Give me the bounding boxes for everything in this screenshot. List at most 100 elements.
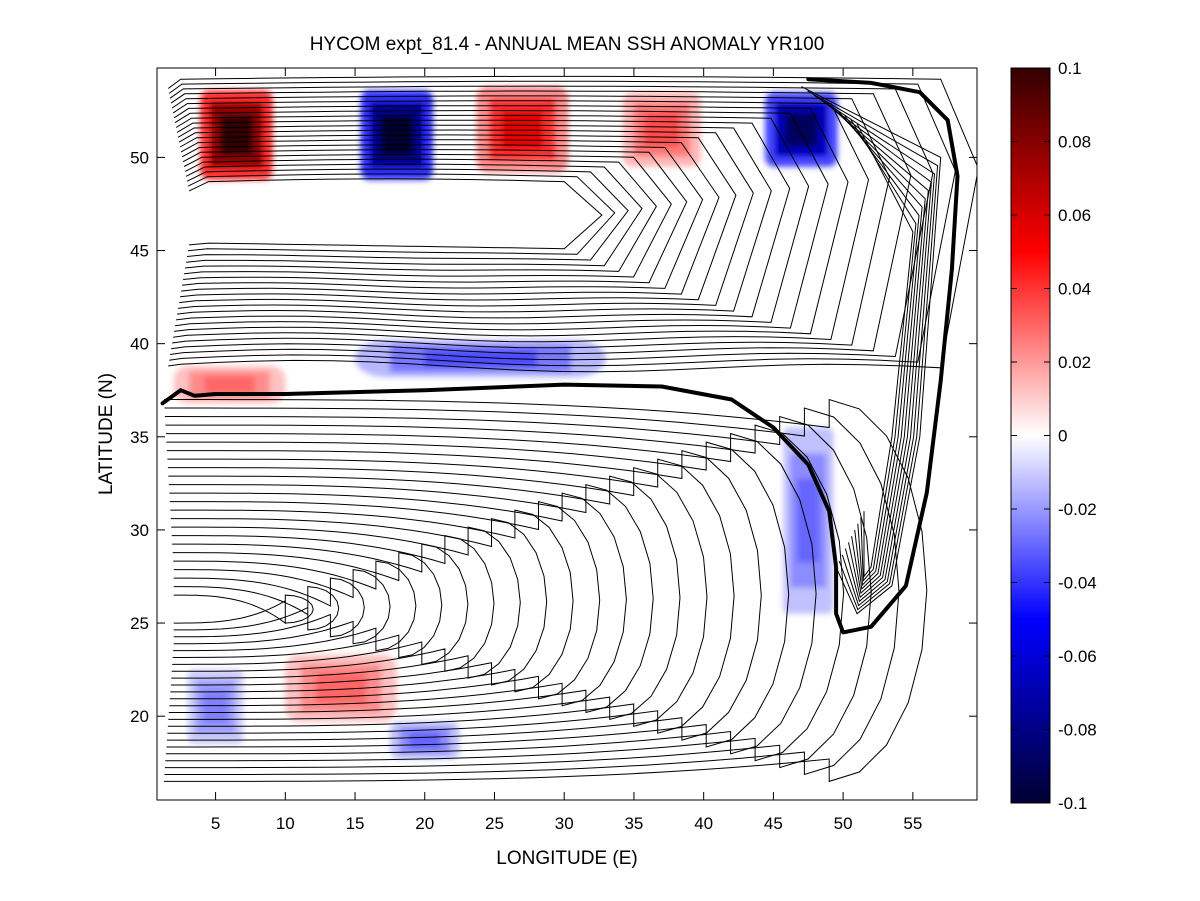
x-tick-label: 55	[903, 814, 922, 833]
contour-subtropical-2	[164, 415, 872, 769]
y-tick-label: 35	[130, 428, 149, 447]
y-tick-label: 25	[130, 614, 149, 633]
x-tick-label: 5	[211, 814, 220, 833]
anomaly-patch-3	[622, 92, 701, 167]
contour-subtropical-7	[167, 458, 735, 734]
contour-subpolar-12	[179, 134, 737, 301]
contour-subtropical-22	[173, 586, 340, 631]
colorbar-tick-label: 0.04	[1058, 280, 1091, 299]
contour-subtropical-15	[171, 526, 521, 679]
contour-subtropical-14	[170, 517, 548, 686]
x-axis: 5 10 15 20 25 30 35 40 45 50 55	[211, 68, 922, 833]
colorbar-tick-label: -0.08	[1058, 721, 1097, 740]
contour-subtropical-8	[167, 466, 708, 727]
contour-eastern-3	[819, 98, 932, 603]
contour-subtropical-23	[173, 594, 314, 625]
contour-eastern-2	[813, 94, 936, 607]
contour-subtropical-12	[169, 500, 601, 700]
contour-subtropical-21	[173, 577, 365, 638]
contour-subtropical-11	[169, 492, 627, 707]
contour-subpolar-20	[187, 173, 616, 255]
colorbar-tick-label: -0.06	[1058, 647, 1097, 666]
ssh-contour-lines	[164, 75, 977, 783]
contour-subpolar-6	[173, 105, 849, 337]
contour-eastern-8	[850, 119, 917, 582]
chart-title: HYCOM expt_81.4 - ANNUAL MEAN SSH ANOMAL…	[310, 34, 825, 55]
colorbar-tick-label: -0.04	[1058, 574, 1097, 593]
x-tick-label: 40	[694, 814, 713, 833]
contour-subpolar-5	[172, 100, 870, 343]
x-tick-label: 30	[555, 814, 574, 833]
contour-eastern-5	[831, 106, 926, 594]
contour-subpolar-21	[188, 178, 603, 250]
contour-subtropical-4	[165, 432, 817, 755]
colorbar-tick-label: 0.08	[1058, 133, 1091, 152]
colorbar-tick-label: 0.06	[1058, 206, 1091, 225]
anomaly-patch-5	[355, 339, 607, 378]
contour-subpolar-11	[178, 129, 754, 307]
colorbar-tick-label: 0	[1058, 427, 1067, 446]
contour-subpolar-19	[186, 168, 629, 261]
x-tick-label: 10	[276, 814, 295, 833]
contour-subtropical-19	[173, 560, 417, 652]
contour-eastern-7	[844, 115, 920, 586]
x-tick-label: 50	[834, 814, 853, 833]
contour-subtropical-0	[164, 398, 928, 783]
y-tick-label: 50	[130, 148, 149, 167]
anomaly-patch-9	[389, 721, 460, 760]
colorbar-axis: -0.1 -0.08 -0.06 -0.04 -0.02 0 0.02 0.04 0.06 0.0…	[1011, 59, 1097, 813]
x-tick-label: 35	[624, 814, 643, 833]
contour-subpolar-7	[174, 109, 829, 331]
contour-eastern-1	[807, 90, 939, 611]
x-axis-label: LONGITUDE (E)	[496, 848, 637, 869]
contour-eastern-6	[838, 111, 923, 590]
y-tick-label: 30	[130, 521, 149, 540]
contour-subpolar-9	[176, 119, 791, 319]
contour-subtropical-17	[172, 543, 469, 666]
contour-subtropical-20	[173, 569, 391, 645]
contour-subpolar-18	[185, 163, 643, 267]
contour-subtropical-6	[166, 449, 762, 741]
plot-frame	[156, 67, 978, 801]
contour-eastern-9	[856, 123, 914, 578]
colorbar	[1010, 67, 1051, 804]
contour-subpolar-13	[180, 139, 720, 295]
contour-subpolar-8	[175, 114, 810, 325]
anomaly-patch-10	[187, 669, 244, 745]
contour-subtropical-3	[165, 424, 845, 762]
x-tick-label: 45	[764, 814, 783, 833]
y-tick-label: 20	[130, 707, 149, 726]
contour-subpolar-15	[182, 149, 688, 284]
contour-subtropical-18	[172, 551, 443, 659]
y-tick-label: 40	[130, 335, 149, 354]
contour-subtropical-13	[170, 509, 574, 693]
x-tick-label: 25	[485, 814, 504, 833]
contour-eastern-0	[801, 86, 942, 615]
colorbar-tick-label: -0.02	[1058, 500, 1097, 519]
colorbar-tick-label: 0.02	[1058, 353, 1091, 372]
y-axis-label: LATITUDE (N)	[96, 373, 117, 495]
contour-subpolar-16	[183, 153, 672, 278]
thick-contour-layer	[160, 77, 960, 635]
thick-contour-line-0	[160, 77, 960, 635]
colorbar-tick-label: -0.1	[1058, 794, 1087, 813]
contour-subpolar-0	[167, 75, 977, 373]
contour-subtropical-9	[168, 475, 681, 721]
anomaly-patch-4	[765, 92, 838, 167]
x-tick-label: 20	[415, 814, 434, 833]
anomaly-patch-7	[783, 427, 834, 614]
contour-subpolar-10	[177, 124, 772, 313]
contour-subpolar-14	[181, 144, 704, 289]
contour-subtropical-10	[168, 483, 654, 714]
contour-subtropical-5	[166, 441, 790, 748]
y-axis: 20 25 30 35 40 45 50	[130, 148, 977, 726]
contour-subtropical-16	[171, 534, 495, 672]
contour-subpolar-4	[171, 95, 891, 349]
contour-subpolar-17	[184, 158, 658, 272]
colorbar-tick-label: 0.1	[1058, 59, 1082, 78]
contour-eastern-4	[825, 102, 929, 599]
y-tick-label: 45	[130, 242, 149, 261]
x-tick-label: 15	[346, 814, 365, 833]
anomaly-patch-6	[173, 366, 286, 404]
